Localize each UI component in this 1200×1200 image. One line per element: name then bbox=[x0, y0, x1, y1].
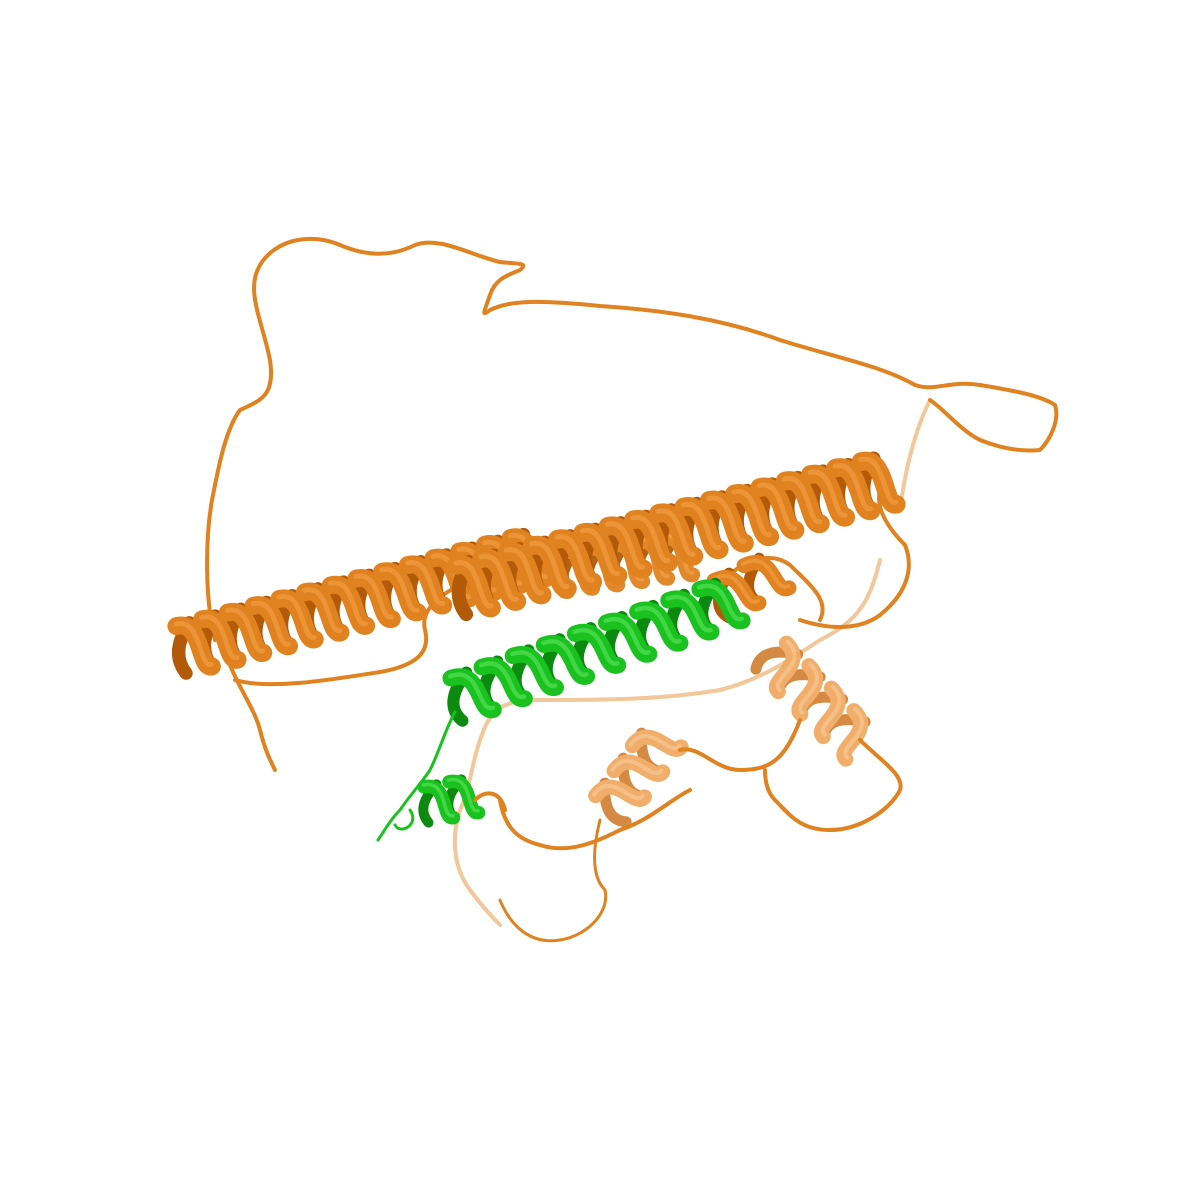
faded-lower-coil bbox=[452, 558, 882, 927]
lower-faded-helix-turn-highlight bbox=[628, 734, 682, 750]
green-coil-tail bbox=[376, 710, 457, 842]
left-tail-coil bbox=[228, 663, 277, 772]
long-helix-upper-turn-highlight bbox=[832, 463, 873, 512]
long-helix-upper-turn-highlight bbox=[579, 528, 620, 576]
long-helix-upper-turn-highlight bbox=[453, 560, 494, 609]
long-helix-left-turn-highlight bbox=[327, 580, 369, 627]
long-helix-left-turn-highlight bbox=[250, 601, 291, 647]
long-helix-upper-turn-highlight bbox=[756, 482, 798, 531]
short-helix-right-turn-highlight bbox=[711, 574, 761, 604]
green-helix-long-turn-highlight bbox=[510, 650, 558, 688]
long-helix-upper-turn-highlight bbox=[655, 508, 696, 557]
green-helix-short-turn-highlight bbox=[421, 782, 455, 818]
long-helix-left-turn-highlight bbox=[276, 594, 317, 640]
long-helix-left-turn-highlight bbox=[173, 621, 214, 667]
long-helix-upper-turn-highlight bbox=[529, 540, 570, 589]
long-helix-left-turn-highlight bbox=[404, 560, 446, 606]
green-helix-long-turn-highlight bbox=[634, 605, 682, 644]
lower-hook-coil bbox=[498, 818, 608, 943]
right-faded-helix bbox=[750, 635, 871, 767]
green-helix-long-turn-highlight bbox=[541, 639, 589, 677]
bottom-mid-coil bbox=[678, 718, 802, 772]
faded-right-coil bbox=[898, 398, 932, 512]
green-helix-long bbox=[442, 577, 751, 727]
lower-faded-helix bbox=[588, 727, 689, 828]
right-faded-helix-turn-highlight bbox=[798, 662, 820, 715]
green-helix-long-turn-highlight bbox=[665, 594, 713, 633]
right-faded-helix-turn-highlight bbox=[775, 639, 797, 693]
long-helix-upper-turn-highlight bbox=[858, 456, 899, 505]
long-helix-upper-turn-highlight bbox=[630, 515, 671, 564]
bottom-right-coil bbox=[763, 738, 903, 832]
right-faded-helix-turn-highlight bbox=[843, 707, 865, 760]
green-helix-short bbox=[417, 774, 486, 828]
orange-short-connector bbox=[473, 791, 507, 812]
right-descending-coil bbox=[798, 488, 911, 629]
right-loop-coil bbox=[928, 383, 1059, 453]
long-helix-upper-turn-highlight bbox=[605, 521, 646, 570]
long-helix-upper-turn-highlight bbox=[706, 495, 747, 544]
long-helix-upper-turn-highlight bbox=[807, 469, 848, 518]
short-helix-right bbox=[706, 552, 797, 624]
green-helix-long-turn-highlight bbox=[696, 583, 744, 622]
long-helix-upper-turn-highlight bbox=[680, 502, 722, 551]
green-helix-long-turn-highlight bbox=[447, 672, 496, 711]
long-helix-upper-turn-highlight bbox=[782, 476, 823, 525]
lower-faded-helix-turn-highlight bbox=[610, 759, 664, 775]
long-helix-upper-turn-highlight bbox=[731, 489, 772, 538]
right-faded-helix-turn-highlight bbox=[820, 684, 842, 738]
long-helix-left-turn-highlight bbox=[353, 573, 394, 620]
long-helix-upper bbox=[446, 451, 906, 622]
bottom-left-coil bbox=[498, 788, 692, 851]
long-helix-left-turn-highlight bbox=[302, 587, 343, 633]
green-helix-short-turn-highlight bbox=[446, 777, 480, 813]
long-helix-upper-turn-highlight bbox=[554, 534, 595, 583]
green-helix-long-turn-highlight bbox=[478, 661, 527, 699]
long-helix-upper-turn-highlight bbox=[478, 553, 519, 602]
front-helices bbox=[167, 451, 906, 842]
lower-faded-helix-turn-highlight bbox=[592, 784, 645, 800]
long-helix-left-turn-highlight bbox=[224, 607, 266, 654]
green-helix-long-turn-highlight bbox=[603, 616, 651, 655]
top-loop-coil bbox=[205, 236, 982, 642]
faded-background-coils bbox=[452, 398, 932, 927]
long-helix-upper-turn-highlight bbox=[503, 547, 545, 596]
long-helix-left-turn-highlight bbox=[379, 567, 420, 613]
short-helix-right-turn-highlight bbox=[741, 559, 791, 589]
green-helix-long-turn-highlight bbox=[572, 628, 620, 666]
long-helix-left-turn-highlight bbox=[199, 614, 240, 661]
